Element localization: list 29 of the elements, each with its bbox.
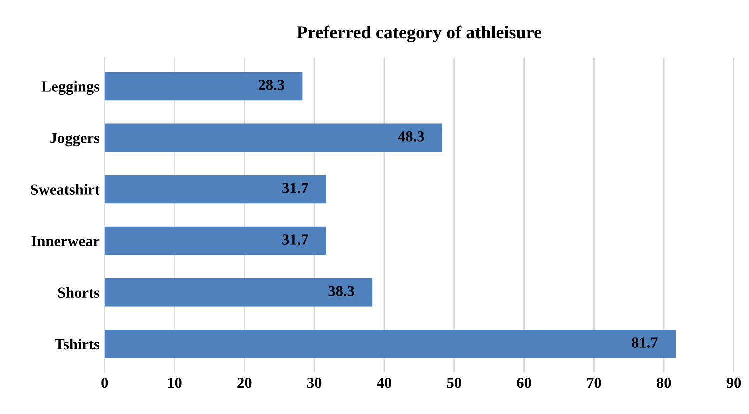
chart-title: Preferred category of athleisure [297, 26, 542, 42]
x-tick-label: 80 [656, 378, 672, 388]
data-label: 38.3 [328, 286, 354, 296]
bar [104, 226, 326, 256]
data-label: 28.3 [258, 80, 284, 90]
y-tick-label: Sweatshirt [31, 184, 100, 195]
x-tick-label: 30 [308, 378, 322, 388]
data-label: 31.7 [282, 234, 308, 245]
bar [104, 175, 326, 204]
x-tick-label: 10 [168, 378, 182, 388]
bar [104, 124, 443, 152]
y-tick-label: Innerwear [32, 236, 100, 246]
x-tick-label: 0 [102, 378, 108, 388]
data-label: 48.3 [398, 131, 424, 142]
x-tick-label: 90 [726, 378, 742, 388]
y-tick-label: Leggings [42, 81, 100, 96]
bar [104, 72, 303, 101]
x-tick-label: 50 [447, 378, 462, 388]
x-tick-label: 60 [517, 378, 532, 388]
y-tick-label: Tshirts [54, 338, 100, 350]
data-label: 31.7 [282, 183, 308, 194]
bar [104, 330, 676, 358]
x-tick-label: 20 [238, 378, 252, 388]
data-label: 81.7 [632, 338, 658, 348]
y-tick-label: Shorts [58, 287, 100, 298]
bar [104, 278, 373, 307]
x-tick-label: 70 [587, 378, 602, 388]
y-tick-label: Joggers [50, 133, 100, 147]
x-tick-label: 40 [377, 378, 392, 388]
